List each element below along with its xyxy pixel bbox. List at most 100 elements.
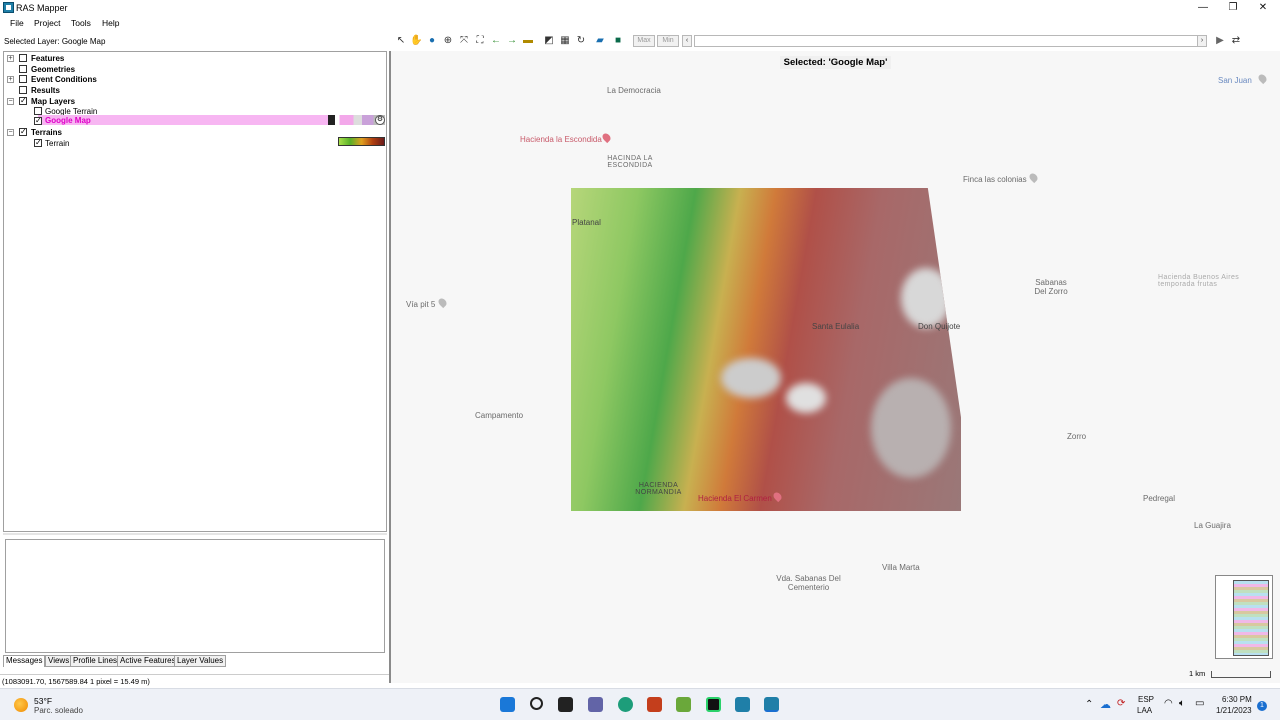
terrains-checkbox[interactable]: ✓ <box>19 127 27 136</box>
panel-splitter[interactable] <box>3 533 387 535</box>
weather-description[interactable]: Parc. soleado <box>34 706 83 715</box>
place-label: Sabanas Del Zorro <box>1034 278 1068 296</box>
place-label: Zorro <box>1067 432 1087 441</box>
map-layers-checkbox[interactable]: ✓ <box>19 96 27 105</box>
pointer-icon[interactable]: ↖ <box>396 35 406 46</box>
tree-item-google-terrain[interactable]: Google Terrain <box>7 107 207 118</box>
time-slider[interactable] <box>694 35 1204 47</box>
vertical-splitter[interactable] <box>389 51 391 683</box>
language-indicator[interactable]: ESP <box>1138 695 1155 704</box>
layer-settings-icon[interactable]: ⚙ <box>375 115 385 125</box>
menu-file[interactable]: File <box>10 18 24 28</box>
weather-sun-icon[interactable] <box>14 698 28 712</box>
tree-item-terrains[interactable]: − ✓ Terrains <box>7 128 207 139</box>
selected-row-highlight <box>38 115 383 125</box>
map-view[interactable]: Selected: 'Google Map' La Democracia Hac… <box>391 51 1280 683</box>
clock-time[interactable]: 6:30 PM <box>1222 695 1252 704</box>
pan-hand-icon[interactable]: ✋ <box>410 35 423 46</box>
pycharm-icon[interactable] <box>706 697 721 712</box>
tree-item-google-map[interactable]: ✓ Google Map <box>7 116 207 127</box>
layers-icon[interactable]: ▰ <box>596 35 604 46</box>
google-terrain-checkbox[interactable] <box>34 107 42 115</box>
clock-date[interactable]: 1/21/2023 <box>1216 706 1252 715</box>
scale-bar <box>1211 671 1271 678</box>
expand-icon[interactable]: + <box>7 76 14 83</box>
min-button[interactable]: Min <box>657 35 679 47</box>
keyboard-layout[interactable]: LAA <box>1137 706 1153 715</box>
terrain-legend-swatch[interactable] <box>338 137 385 146</box>
tree-item-map-layers[interactable]: − ✓ Map Layers <box>7 97 207 108</box>
tab-profile-lines[interactable]: Profile Lines <box>70 655 121 667</box>
animation-settings-icon[interactable]: ⇄ <box>1231 35 1241 46</box>
terrain-checkbox[interactable]: ✓ <box>34 138 42 147</box>
ras-mapper-taskbar-icon[interactable] <box>764 697 779 712</box>
map-toolbar: ↖ ✋ ● ⊕ ⤧ ⛶ ← → ▬ ◩ ▦ ↻ ▰ ■ Max Min ‹ › … <box>392 33 1280 50</box>
close-button[interactable]: ✕ <box>1258 2 1268 13</box>
map-pin-icon <box>1256 72 1269 85</box>
zoom-extents-icon[interactable]: ⤧ <box>460 35 468 46</box>
google-map-checkbox[interactable]: ✓ <box>34 116 42 125</box>
max-button[interactable]: Max <box>633 35 655 47</box>
features-checkbox[interactable] <box>19 54 27 62</box>
collapse-icon[interactable]: − <box>7 129 14 136</box>
tree-item-geometries[interactable]: Geometries <box>7 65 207 76</box>
tree-item-terrain[interactable]: ✓ Terrain <box>7 139 207 150</box>
notification-badge[interactable]: 1 <box>1257 701 1267 711</box>
tree-label: Geometries <box>31 65 76 74</box>
profile-icon[interactable]: ◩ <box>544 35 554 46</box>
app-icon[interactable] <box>676 697 691 712</box>
tab-views[interactable]: Views <box>45 655 73 667</box>
hec-ras-icon[interactable] <box>735 697 750 712</box>
map-pin-icon <box>436 296 449 309</box>
full-extent-icon[interactable]: ⛶ <box>476 35 484 46</box>
place-label: Villa Marta <box>882 563 920 572</box>
geometries-checkbox[interactable] <box>19 65 27 73</box>
onedrive-cloud-icon[interactable]: ☁ <box>1100 699 1111 711</box>
event-conditions-checkbox[interactable] <box>19 75 27 83</box>
tree-item-features[interactable]: + Features <box>7 54 207 65</box>
menu-tools[interactable]: Tools <box>71 18 91 28</box>
menu-project[interactable]: Project <box>34 18 61 28</box>
maximize-button[interactable]: ❐ <box>1228 2 1238 13</box>
map-export-icon[interactable]: ■ <box>614 35 622 46</box>
zoom-in-icon[interactable]: ⊕ <box>443 35 453 46</box>
selected-title-text: Selected: 'Google Map' <box>779 56 892 69</box>
time-back-icon[interactable]: ‹ <box>682 35 692 47</box>
tree-item-results[interactable]: Results <box>7 86 207 97</box>
tree-item-event-conditions[interactable]: + Event Conditions <box>7 75 207 86</box>
time-forward-icon[interactable]: › <box>1197 35 1207 47</box>
collapse-icon[interactable]: − <box>7 98 14 105</box>
volume-icon[interactable]: 🔈︎ <box>1179 698 1185 709</box>
weather-temperature[interactable]: 53°F <box>34 696 53 706</box>
results-checkbox[interactable] <box>19 86 27 94</box>
place-label: Don Quijote <box>918 322 961 331</box>
tab-active-features[interactable]: Active Features <box>117 655 179 667</box>
place-label: Campamento <box>475 411 524 420</box>
measure-ruler-icon[interactable]: ▬ <box>523 35 533 46</box>
wifi-icon[interactable]: ◠ <box>1164 698 1173 709</box>
chevron-up-icon[interactable]: ⌃ <box>1085 699 1094 710</box>
battery-icon[interactable]: ▭ <box>1195 698 1205 709</box>
tab-messages[interactable]: Messages <box>3 655 46 667</box>
place-label: Hacienda El Carmen <box>698 494 772 503</box>
place-label: Finca las colonias <box>963 175 1027 184</box>
expand-icon[interactable]: + <box>7 55 14 62</box>
grid-icon[interactable]: ▦ <box>560 35 570 46</box>
teams-icon[interactable] <box>588 697 603 712</box>
globe-icon[interactable]: ● <box>428 35 436 46</box>
back-arrow-icon[interactable]: ← <box>491 35 501 46</box>
minimize-button[interactable]: — <box>1198 2 1208 13</box>
edge-icon[interactable] <box>618 697 633 712</box>
forward-arrow-icon[interactable]: → <box>507 35 517 46</box>
sync-icon[interactable]: ⟳ <box>1117 698 1126 709</box>
tab-layer-values[interactable]: Layer Values <box>174 655 227 667</box>
search-icon[interactable] <box>530 697 543 710</box>
play-icon[interactable]: ▶ <box>1216 35 1224 46</box>
place-label: Santa Eulalia <box>812 322 860 331</box>
powerpoint-icon[interactable] <box>647 697 662 712</box>
google-map-legend-swatch[interactable] <box>328 115 385 125</box>
refresh-icon[interactable]: ↻ <box>576 35 586 46</box>
start-icon[interactable] <box>500 697 515 712</box>
task-view-icon[interactable] <box>558 697 573 712</box>
menu-help[interactable]: Help <box>102 18 120 28</box>
